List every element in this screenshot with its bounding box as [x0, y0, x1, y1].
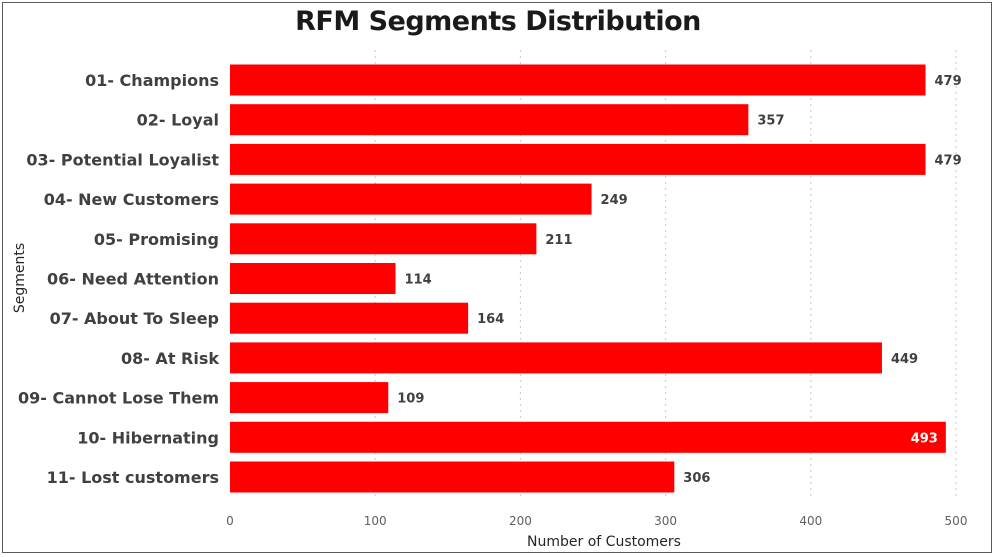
data-label: 479 — [935, 74, 962, 89]
x-tick-label: 0 — [226, 514, 234, 528]
data-label: 493 — [911, 431, 938, 446]
category-label: 08- At Risk — [121, 349, 219, 368]
data-label: 109 — [397, 392, 424, 407]
category-label: 03- Potential Loyalist — [26, 150, 219, 169]
data-label: 306 — [683, 471, 710, 486]
bar — [230, 183, 592, 215]
x-tick-label: 100 — [364, 514, 387, 528]
bar — [230, 342, 882, 374]
category-label: 01- Champions — [85, 71, 219, 90]
data-label: 449 — [891, 352, 918, 367]
bar — [230, 64, 926, 96]
x-tick-label: 500 — [945, 514, 968, 528]
x-tick-label: 300 — [654, 514, 677, 528]
x-tick-label: 400 — [799, 514, 822, 528]
bar — [230, 421, 946, 453]
x-axis-title: Number of Customers — [527, 534, 681, 550]
x-axis-ticks: 0 100 200 300 400 500 — [226, 514, 967, 528]
data-label: 164 — [477, 312, 504, 327]
bar — [230, 223, 537, 255]
data-label: 114 — [405, 273, 432, 288]
chart-title: RFM Segments Distribution — [295, 6, 701, 37]
category-label: 02- Loyal — [137, 111, 219, 130]
x-tick-label: 200 — [509, 514, 532, 528]
y-axis-title: Segments — [12, 243, 28, 313]
category-label: 06- Need Attention — [47, 270, 219, 289]
data-label: 249 — [601, 193, 628, 208]
data-label: 211 — [545, 233, 572, 248]
bar — [230, 104, 749, 136]
data-label: 357 — [757, 114, 784, 129]
category-label: 10- Hibernating — [77, 428, 219, 447]
bars — [230, 64, 946, 493]
bar — [230, 382, 389, 414]
category-label: 05- Promising — [94, 230, 219, 249]
bar — [230, 302, 469, 334]
category-labels: 01- Champions 479 02- Loyal 357 03- Potentia… — [18, 71, 962, 487]
category-label: 09- Cannot Lose Them — [18, 389, 219, 408]
category-label: 07- About To Sleep — [50, 309, 219, 328]
category-label: 04- New Customers — [44, 190, 219, 209]
bar — [230, 461, 675, 493]
bar — [230, 143, 926, 175]
data-label: 479 — [935, 153, 962, 168]
bar — [230, 263, 396, 294]
category-label: 11- Lost customers — [47, 468, 219, 487]
